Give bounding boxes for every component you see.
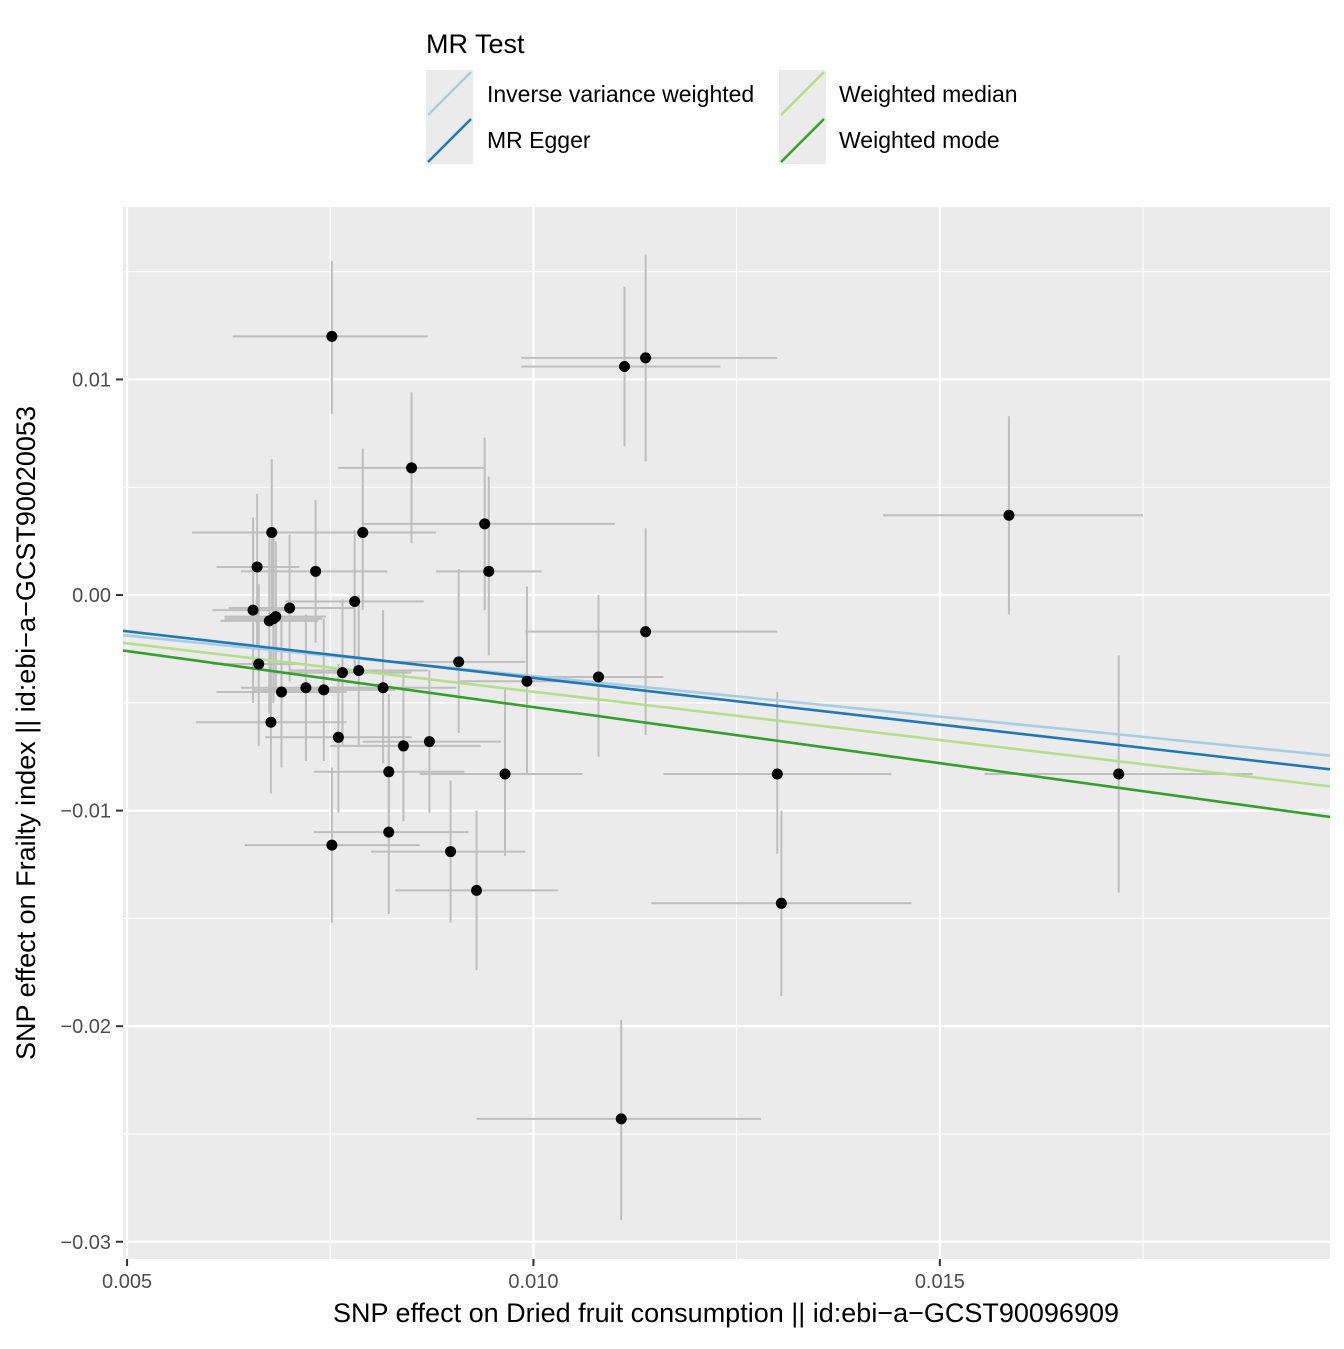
- snp-point: [332, 731, 344, 743]
- snp-point: [253, 658, 265, 670]
- legend-entry-weighted-median: Weighted median: [779, 70, 1018, 117]
- snp-point: [1003, 509, 1015, 521]
- snp-point: [275, 686, 287, 698]
- snp-point: [270, 611, 282, 623]
- snp-point: [300, 682, 312, 694]
- y-tick-label: −0.02: [60, 1016, 111, 1038]
- x-tick-label: 0.015: [915, 1271, 965, 1293]
- snp-point: [349, 596, 361, 607]
- snp-point: [618, 361, 630, 373]
- fit-line-weighted-mode: [123, 649, 1330, 819]
- x-axis-title: SNP effect on Dried fruit consumption ||…: [333, 1298, 1119, 1328]
- snp-point: [247, 604, 259, 616]
- snp-point: [615, 1113, 627, 1125]
- legend-label-weighted-mode: Weighted mode: [839, 127, 1000, 153]
- y-tick-label: −0.03: [60, 1232, 111, 1254]
- y-axis: 0.01 0.00 −0.01 −0.02 −0.03: [60, 369, 123, 1254]
- legend: MR Test Inverse variance weighted MR Egg…: [426, 29, 1018, 164]
- y-tick-label: −0.01: [60, 801, 111, 823]
- y-tick-label: 0.01: [72, 369, 111, 391]
- snp-point: [310, 565, 322, 577]
- snp-point: [453, 656, 465, 668]
- fit-line-mr-egger: [123, 629, 1330, 771]
- snp-point: [265, 716, 277, 728]
- legend-line-mr-egger: [427, 118, 472, 163]
- legend-entry-weighted-mode: Weighted mode: [779, 117, 1000, 164]
- snp-point: [284, 602, 296, 614]
- snp-point: [592, 671, 604, 683]
- grid-major: [123, 207, 1330, 1259]
- snp-point: [775, 897, 787, 909]
- snp-point: [326, 839, 338, 851]
- grid-minor: [123, 207, 1330, 1259]
- legend-entry-mr-egger: MR Egger: [426, 117, 591, 164]
- snp-point: [397, 740, 409, 752]
- y-axis-title: SNP effect on Frailty index || id:ebi−a−…: [11, 406, 41, 1060]
- snp-point: [336, 667, 348, 679]
- legend-label-ivw: Inverse variance weighted: [487, 81, 754, 107]
- snp-point: [383, 766, 395, 778]
- legend-label-mr-egger: MR Egger: [487, 127, 591, 153]
- regression-lines: [123, 629, 1330, 819]
- snp-point: [406, 462, 418, 474]
- snp-point: [266, 527, 278, 539]
- snp-point: [483, 565, 495, 577]
- x-axis: 0.005 0.010 0.015: [102, 1259, 965, 1293]
- snp-point: [471, 884, 483, 896]
- snp-point: [251, 561, 263, 573]
- x-tick-label: 0.010: [508, 1271, 558, 1293]
- snp-point: [423, 736, 435, 748]
- snp-point: [357, 527, 369, 539]
- snp-point: [445, 846, 457, 858]
- legend-line-weighted-mode: [780, 118, 825, 163]
- snp-point: [1113, 768, 1125, 780]
- fit-line-weighted-median: [123, 641, 1330, 788]
- snp-point: [521, 675, 533, 687]
- snp-point: [499, 768, 511, 780]
- legend-entry-ivw: Inverse variance weighted: [426, 70, 754, 117]
- legend-label-weighted-median: Weighted median: [839, 81, 1018, 107]
- snp-point: [479, 518, 491, 530]
- legend-line-ivw: [427, 71, 472, 116]
- snp-point: [318, 684, 330, 696]
- snp-point: [326, 330, 338, 342]
- snp-point: [383, 826, 395, 838]
- legend-line-weighted-median: [780, 71, 825, 116]
- snp-point: [640, 352, 652, 364]
- y-tick-label: 0.00: [72, 585, 111, 607]
- snp-point: [353, 664, 365, 676]
- snp-point: [771, 768, 783, 780]
- data-points: [247, 330, 1125, 1125]
- legend-title: MR Test: [426, 29, 525, 59]
- snp-point: [640, 626, 652, 638]
- x-tick-label: 0.005: [102, 1271, 152, 1293]
- snp-point: [377, 682, 389, 694]
